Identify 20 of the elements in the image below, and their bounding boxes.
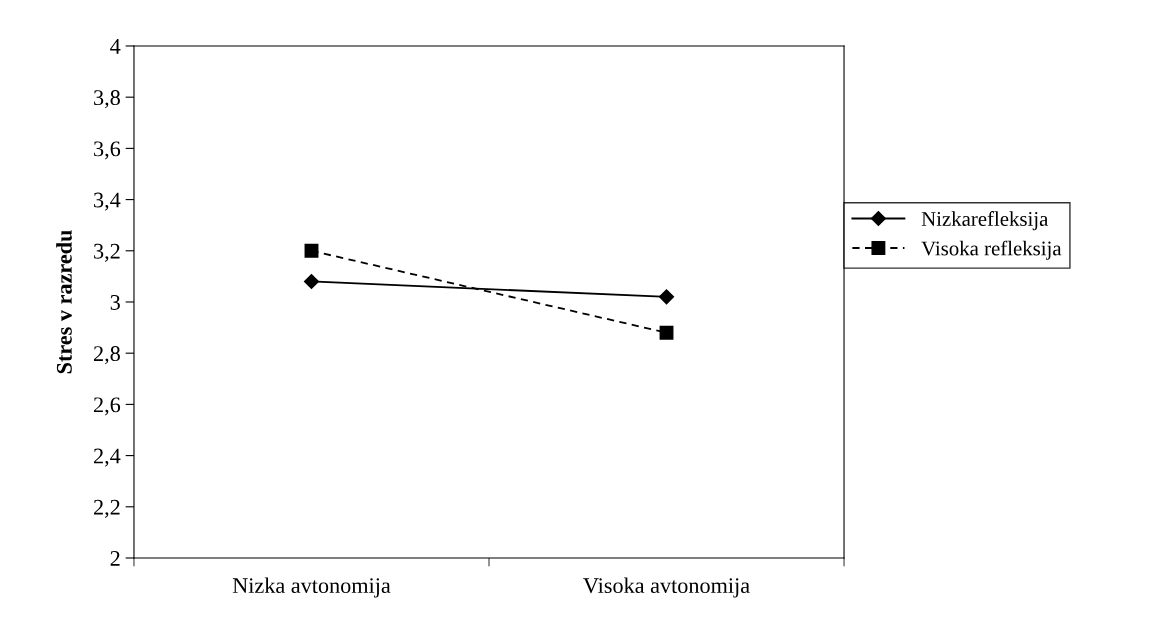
point xyxy=(659,325,674,340)
point xyxy=(303,273,320,290)
y-tick-label: 3,2 xyxy=(94,243,120,262)
y-tick-label: 2,6 xyxy=(93,397,121,416)
point xyxy=(658,289,675,305)
y-tick-label: 4 xyxy=(110,39,121,54)
y-tick-label: 3,8 xyxy=(94,90,120,109)
x-tick-label: Nizka avtonomija xyxy=(232,577,391,598)
y-axis-title: Stres v razredu xyxy=(56,230,72,374)
y-tick-label: 3 xyxy=(110,294,120,310)
y-tick-label: 2,8 xyxy=(93,346,120,365)
legend-label: Nizkarefleksija xyxy=(921,211,1049,231)
legend-label: Visoka refleksija xyxy=(921,240,1062,260)
y-tick-label: 3,6 xyxy=(94,141,121,160)
y-tick-label: 2 xyxy=(110,550,120,566)
y-tick-label: 3,4 xyxy=(94,192,121,211)
y-tick-label: 2,2 xyxy=(93,499,120,518)
x-tick-label: Visoka avtonomija xyxy=(583,577,750,598)
point xyxy=(304,243,319,258)
y-tick-label: 2,4 xyxy=(93,448,121,467)
